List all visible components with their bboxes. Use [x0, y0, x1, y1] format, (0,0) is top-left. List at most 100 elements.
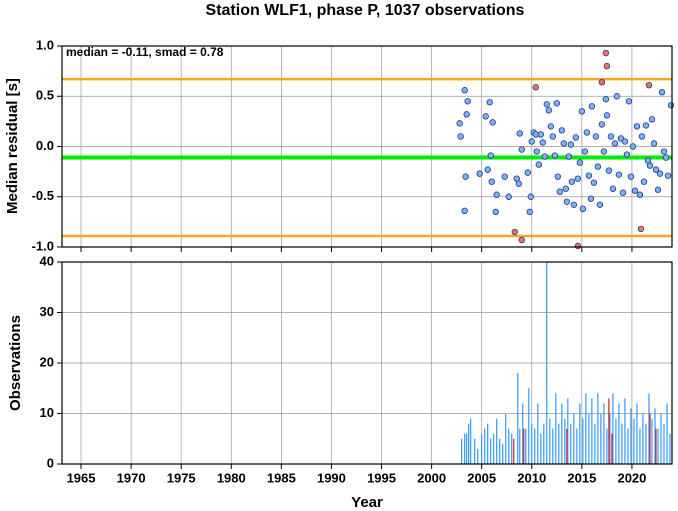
bar	[567, 398, 569, 464]
bar	[470, 418, 472, 464]
bar	[537, 403, 539, 464]
point	[656, 170, 664, 177]
point	[576, 159, 584, 166]
bar	[645, 423, 647, 464]
bar	[570, 423, 572, 464]
bar	[484, 428, 486, 464]
point	[461, 87, 468, 94]
chart-title: Station WLF1, phase P, 1037 observations	[206, 2, 525, 19]
point	[585, 172, 593, 179]
bar	[612, 393, 614, 464]
point	[625, 98, 633, 105]
point	[464, 98, 471, 105]
point	[619, 189, 627, 196]
bar	[649, 413, 651, 464]
bar	[519, 428, 521, 464]
point	[594, 163, 602, 170]
point	[636, 191, 644, 198]
point	[631, 187, 639, 194]
bar	[654, 408, 656, 464]
y-tick-label: 30	[40, 304, 54, 319]
point	[567, 141, 575, 148]
point	[602, 96, 610, 103]
bar	[464, 433, 466, 464]
y-tick-label: -1.0	[32, 238, 54, 253]
bar	[609, 413, 611, 464]
point	[613, 93, 621, 100]
bar	[576, 428, 578, 464]
bar	[502, 443, 504, 464]
point	[537, 131, 544, 138]
bar	[608, 398, 610, 464]
point	[638, 133, 646, 140]
point	[456, 120, 463, 127]
x-tick-label: 1995	[367, 470, 396, 485]
point	[501, 173, 508, 180]
x-tick-label: 1980	[217, 470, 246, 485]
x-tick-label: 2005	[467, 470, 496, 485]
bar	[633, 418, 635, 464]
x-tick-label: 1965	[67, 470, 96, 485]
point	[539, 139, 546, 146]
bar	[552, 428, 554, 464]
bar	[642, 413, 644, 464]
x-tick-label: 1985	[267, 470, 296, 485]
point	[596, 201, 604, 208]
bar	[466, 433, 468, 464]
bar	[522, 403, 524, 464]
bar	[606, 428, 608, 464]
bar	[657, 428, 659, 464]
point	[487, 152, 494, 159]
point	[482, 113, 489, 120]
point	[627, 173, 635, 180]
point	[629, 143, 637, 150]
point	[545, 107, 552, 114]
bar	[663, 423, 665, 464]
bar	[561, 403, 563, 464]
point	[527, 193, 534, 200]
point	[533, 148, 540, 155]
y-axis-label: Observations	[7, 315, 24, 411]
bar	[490, 438, 492, 464]
point	[489, 119, 496, 126]
point	[574, 242, 582, 250]
bar	[496, 418, 498, 464]
bar	[566, 428, 568, 464]
x-tick-label: 2010	[517, 470, 546, 485]
bar	[477, 448, 479, 464]
point	[598, 121, 606, 128]
y-tick-label: 20	[40, 354, 54, 369]
point	[556, 188, 564, 195]
point	[547, 123, 555, 130]
bar	[508, 428, 510, 464]
bar	[621, 423, 623, 464]
point	[578, 108, 586, 115]
point	[563, 198, 571, 205]
point	[579, 205, 587, 213]
y-tick-label: 0	[47, 455, 54, 470]
bar	[600, 413, 602, 464]
bar	[630, 408, 632, 464]
point	[524, 169, 531, 176]
point	[562, 185, 570, 192]
point	[574, 175, 582, 182]
point	[603, 112, 611, 119]
annotation: median = -0.11, smad = 0.78	[66, 45, 224, 59]
bar	[591, 398, 593, 464]
point	[581, 148, 589, 155]
bar	[468, 423, 470, 464]
point	[642, 122, 650, 129]
point	[541, 153, 548, 160]
bar	[660, 413, 662, 464]
point	[607, 133, 615, 140]
bar	[639, 428, 641, 464]
point	[511, 228, 518, 236]
point	[592, 133, 600, 140]
point	[543, 101, 550, 108]
bar	[531, 423, 533, 464]
y-tick-label: 10	[40, 405, 54, 420]
point	[493, 191, 500, 198]
point	[602, 49, 610, 57]
x-axis-label: Year	[351, 494, 383, 511]
point	[553, 100, 561, 107]
